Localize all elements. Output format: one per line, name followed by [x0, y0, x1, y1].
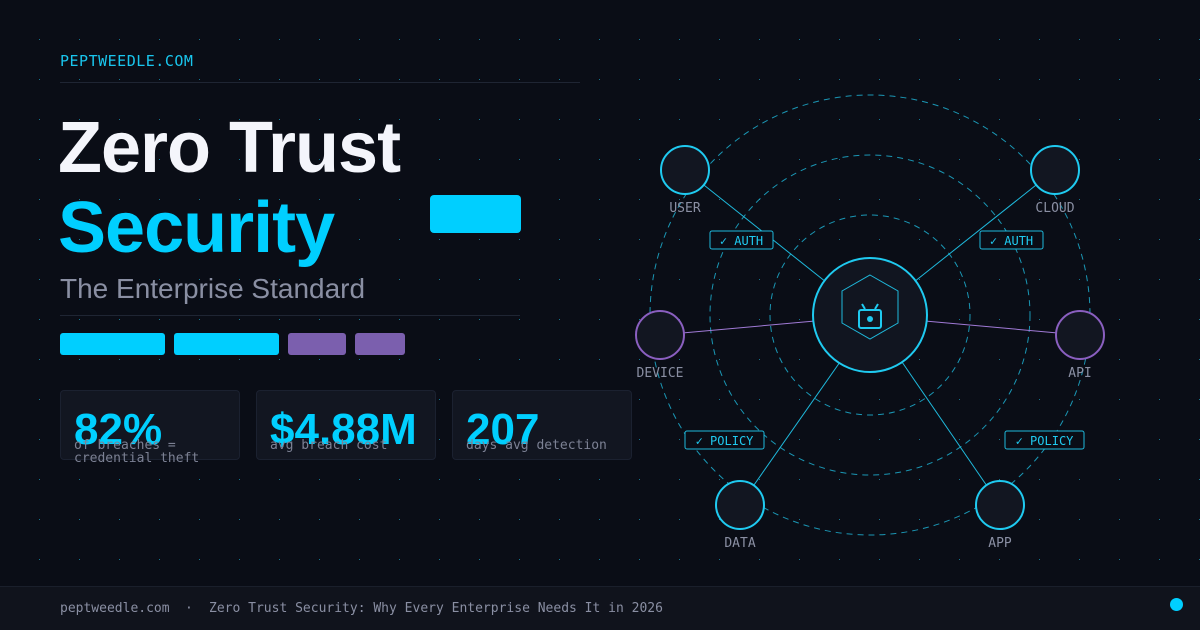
lock-icon: [861, 303, 879, 310]
stat-caption: days avg detection: [466, 438, 607, 453]
node-label: API: [1068, 366, 1091, 381]
stat-caption: of breaches = credential theft: [74, 438, 200, 466]
edge-label: ✓ POLICY: [1016, 434, 1075, 448]
stat-value: 82%: [74, 405, 163, 454]
node: [660, 145, 710, 195]
node-label: DATA: [724, 536, 755, 551]
hub: [812, 257, 928, 373]
lock-icon: [867, 316, 873, 322]
footer-site: peptweedle.com: [60, 601, 170, 616]
edge-label: ✓ POLICY: [696, 434, 755, 448]
node-label: CLOUD: [1035, 201, 1074, 216]
divider: [60, 82, 580, 83]
node: [635, 310, 685, 360]
footer-headline: Zero Trust Security: Why Every Enterpris…: [209, 601, 663, 616]
node-label: USER: [669, 201, 700, 216]
stat-card: [256, 390, 436, 460]
edge: [739, 361, 841, 506]
edge: [684, 169, 827, 283]
edge: [901, 361, 1001, 506]
stat-card: [60, 390, 240, 460]
lock-icon: [858, 309, 882, 329]
badge: [430, 195, 521, 233]
subtitle: The Enterprise Standard: [60, 273, 366, 304]
edge: [913, 169, 1056, 283]
network-diagram: USER CLOUD DEVICE API DATA APP ✓ AUTH ✓ …: [635, 94, 1105, 551]
edge-tag: [979, 230, 1044, 250]
ring: [709, 154, 1031, 476]
node: [1030, 145, 1080, 195]
edge-tag: [684, 430, 765, 450]
edge-label: ✓ AUTH: [720, 234, 763, 248]
edge: [924, 320, 1081, 336]
status-dot: [1170, 598, 1183, 611]
node: [1055, 310, 1105, 360]
accent-bar: [174, 333, 279, 355]
footer-separator: ·: [185, 601, 193, 616]
brand: PEPTWEEDLE.COM: [60, 52, 194, 70]
node-label: APP: [988, 536, 1012, 551]
edge-label: ✓ AUTH: [990, 234, 1033, 248]
accent-bar: [60, 333, 165, 355]
title-line: Security: [58, 188, 335, 268]
title-line: Zero Trust: [58, 108, 401, 188]
ring: [769, 214, 971, 416]
node: [975, 480, 1025, 530]
node-label: DEVICE: [637, 366, 684, 381]
stat-card: [452, 390, 632, 460]
footer: [0, 586, 1200, 630]
accent-bar: [355, 333, 405, 355]
stat-value: 207: [466, 405, 540, 454]
stat-caption: avg breach cost: [270, 438, 388, 453]
divider: [60, 315, 520, 316]
stat-value: $4.88M: [270, 405, 417, 454]
hub-icon: [841, 274, 899, 340]
node: [715, 480, 765, 530]
edge-tag: [709, 230, 774, 250]
edge-tag: [1004, 430, 1085, 450]
accent-bar: [288, 333, 346, 355]
edge: [659, 320, 816, 336]
